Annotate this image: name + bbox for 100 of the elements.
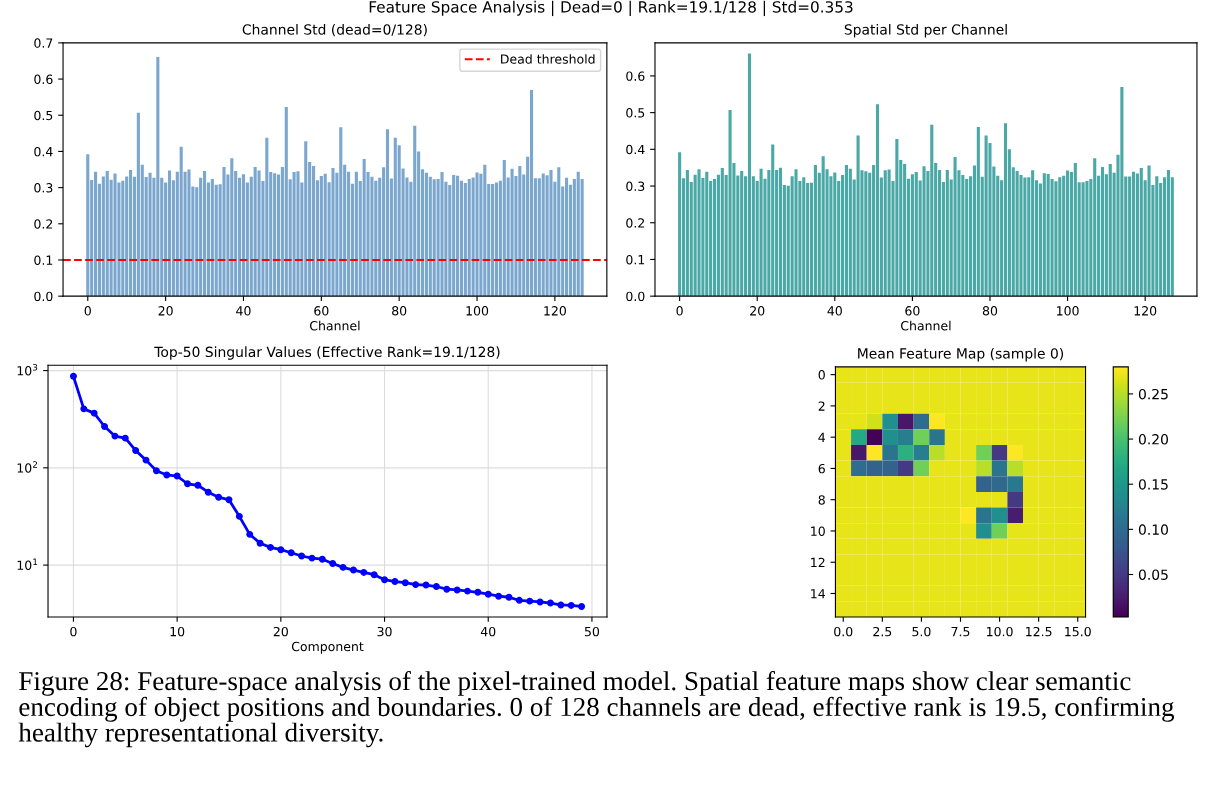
y-tick-label: 6 <box>818 463 825 474</box>
bar <box>510 168 514 297</box>
bar <box>1031 170 1035 297</box>
bar <box>910 174 914 297</box>
point <box>121 434 129 442</box>
bar <box>121 180 125 297</box>
point <box>308 554 316 562</box>
bar <box>475 172 479 297</box>
point <box>495 592 503 600</box>
point <box>443 585 451 593</box>
bar <box>1062 175 1066 297</box>
y-tick-label: 0.5 <box>626 108 645 118</box>
y-tick-label: 10$^{1}$ <box>17 558 38 570</box>
bar <box>86 154 90 297</box>
x-tick-label: 80 <box>982 306 998 316</box>
point <box>194 481 202 489</box>
x-tick-label: 0.0 <box>834 626 853 637</box>
point <box>526 597 534 605</box>
bar <box>304 141 308 297</box>
bar <box>210 178 214 297</box>
bar <box>94 171 98 297</box>
y-tick-label: 0.2 <box>34 219 53 229</box>
y-tick-label: 2 <box>818 401 825 411</box>
point <box>225 496 233 504</box>
bar <box>518 165 522 297</box>
bar <box>1073 162 1077 297</box>
bar <box>778 167 783 297</box>
y-tick-label: 0 <box>818 370 825 380</box>
bar <box>463 182 467 297</box>
bar <box>284 106 288 297</box>
bar <box>1054 181 1058 297</box>
bar <box>856 135 860 297</box>
caption: Figure 28: Feature-space analysis of the pixel-trained model. Spatial feature maps show clear semantic encoding of object positions and boundaries. 0 of 128 channels are dead, effective rank is 19.5, confirming healthy representational diversity. <box>18 670 1175 748</box>
bar <box>883 170 887 297</box>
bar <box>965 179 969 297</box>
bar <box>292 172 296 297</box>
y-tick-label: 0.6 <box>34 74 53 84</box>
bar <box>953 157 957 297</box>
point <box>204 488 212 496</box>
y-tick-label: 10 <box>811 526 825 536</box>
bar <box>759 168 763 297</box>
bar <box>1015 170 1019 297</box>
y-tick-label: 0.4 <box>34 146 53 157</box>
point <box>381 576 389 584</box>
x-tick-label: 30 <box>377 626 392 637</box>
point <box>173 472 181 480</box>
bar <box>529 89 534 297</box>
x-tick-label: 0 <box>676 306 683 316</box>
point <box>287 549 295 557</box>
point <box>536 598 544 606</box>
point <box>184 480 191 488</box>
y-tick-label: 10$^{3}$ <box>17 363 38 376</box>
bar <box>393 137 397 297</box>
bar <box>385 129 390 297</box>
point <box>464 587 471 595</box>
bar <box>483 164 487 297</box>
bar <box>833 172 837 297</box>
x-tick-label: 10 <box>170 626 185 637</box>
point <box>246 530 254 538</box>
color-bar-label: 0.25 <box>1138 388 1168 400</box>
y-tick-label: 0.5 <box>34 110 53 121</box>
point <box>80 405 88 413</box>
point <box>69 372 77 380</box>
point <box>391 578 399 586</box>
y-tick-label: 0.6 <box>626 71 645 81</box>
point <box>453 586 461 594</box>
bar <box>1066 170 1070 297</box>
y-tick-label: 14 <box>811 589 826 599</box>
x-tick-label: 120 <box>1134 306 1157 316</box>
bar <box>129 169 133 297</box>
bar <box>1093 158 1097 297</box>
x-tick-label: 5.0 <box>912 626 931 637</box>
bar <box>712 179 717 297</box>
bar <box>1128 176 1132 297</box>
x-tick-label: 12.5 <box>1026 626 1052 637</box>
bar <box>813 165 817 297</box>
point <box>256 539 264 547</box>
bar <box>794 169 798 297</box>
color-bar-label: 0.15 <box>1138 479 1168 490</box>
bar <box>705 171 709 297</box>
bar <box>323 173 327 297</box>
bar <box>541 173 545 297</box>
y-tick-label: 0.0 <box>34 291 53 302</box>
x-tick-label: 20 <box>750 306 765 316</box>
legend-label: Dead threshold <box>501 54 595 64</box>
point <box>412 581 420 589</box>
bar <box>491 183 495 297</box>
x-tick-label: 50 <box>584 626 600 637</box>
point <box>401 579 409 587</box>
bar <box>494 182 499 297</box>
bar <box>273 173 277 297</box>
point <box>298 552 306 560</box>
bar <box>105 170 109 297</box>
point <box>277 546 285 554</box>
x-tick-label: 100 <box>1057 306 1079 316</box>
text: Feature Space Analysis | Dead=0 | Rank=19.1/128 | Std=0.353 <box>369 0 853 17</box>
bar <box>887 169 891 297</box>
bar <box>136 112 140 297</box>
bar <box>257 170 261 297</box>
bar <box>565 177 569 297</box>
